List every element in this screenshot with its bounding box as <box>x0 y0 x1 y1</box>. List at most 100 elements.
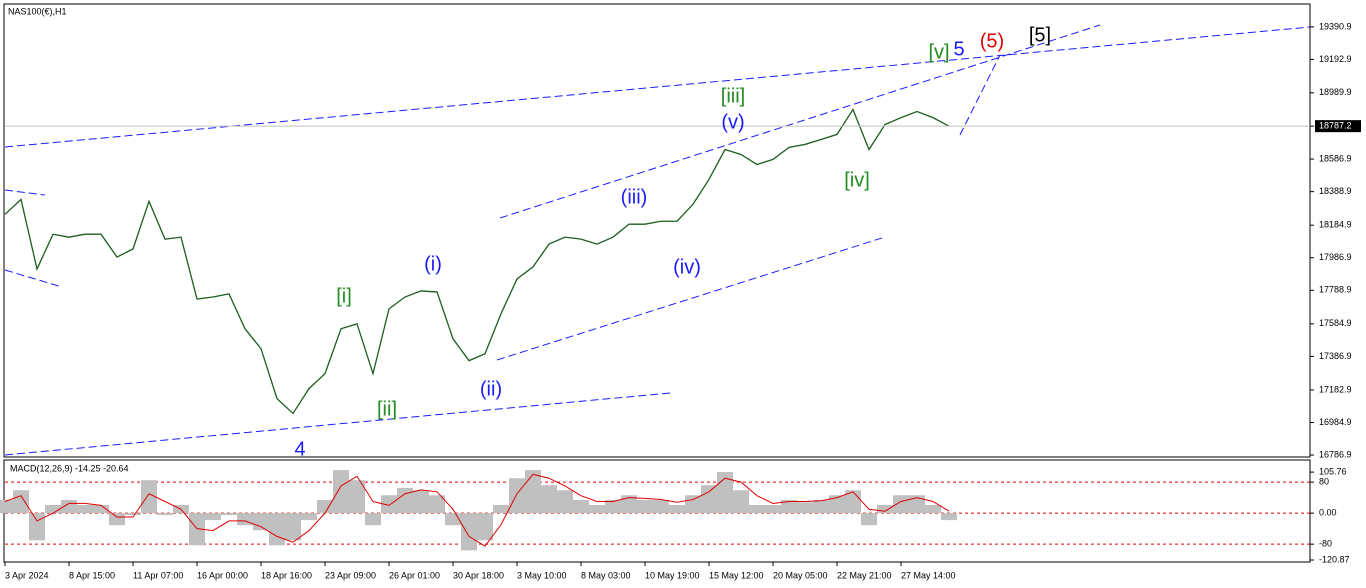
y-tick-label: 18989.9 <box>1319 87 1352 97</box>
y-tick-label: 17788.9 <box>1319 285 1352 295</box>
wave-label: [ii] <box>377 398 397 420</box>
macd-bar <box>77 504 93 514</box>
macd-bar <box>781 499 797 514</box>
y-tick-label: 105.76 <box>1319 466 1347 476</box>
trend-line <box>4 269 63 288</box>
macd-bar <box>493 504 509 514</box>
macd-bar <box>605 499 621 514</box>
x-tick-label: 8 May 03:00 <box>581 570 631 580</box>
macd-bar <box>141 480 157 514</box>
y-tick-label: 18388.9 <box>1319 186 1352 196</box>
wave-label: 5 <box>953 38 964 60</box>
macd-bar <box>877 504 893 514</box>
y-tick-label: 0.00 <box>1319 508 1337 518</box>
price-panel <box>3 3 1311 458</box>
x-tick-label: 26 Apr 01:00 <box>389 570 440 580</box>
macd-bar <box>125 513 141 516</box>
macd-bar <box>733 490 749 514</box>
price-line <box>4 108 950 415</box>
macd-bar <box>557 490 573 514</box>
macd-bar <box>797 502 813 514</box>
y-tick-label: 18586.9 <box>1319 153 1352 163</box>
chart-title: NAS100(€),H1 <box>8 6 67 16</box>
macd-bar <box>749 504 765 514</box>
macd-bar <box>413 490 429 514</box>
wave-label: [5] <box>1029 24 1051 46</box>
macd-bar <box>0 499 13 514</box>
y-tick-label: 19390.9 <box>1319 21 1352 31</box>
macd-bar <box>701 485 717 514</box>
macd-bar <box>381 495 397 514</box>
macd-bar <box>109 513 125 526</box>
macd-bar <box>861 513 877 526</box>
macd-bar <box>653 499 669 514</box>
macd-bar <box>461 513 477 551</box>
macd-bar <box>365 513 381 526</box>
macd-bar <box>541 485 557 514</box>
y-tick-label: -80 <box>1319 539 1332 549</box>
macd-bar <box>317 499 333 514</box>
macd-bar <box>269 513 285 546</box>
macd-bar <box>765 504 781 514</box>
y-tick-label: 19192.9 <box>1319 54 1352 64</box>
macd-title: MACD(12,26,9) -14.25 -20.64 <box>10 463 129 473</box>
macd-bar <box>589 504 605 514</box>
macd-bar <box>829 495 845 514</box>
macd-bar <box>301 513 317 521</box>
macd-bar <box>221 513 237 516</box>
macd-bar <box>333 470 349 514</box>
macd-bar <box>525 470 541 514</box>
macd-bar <box>477 513 493 541</box>
wave-label: (v) <box>721 111 744 133</box>
x-tick-label: 22 May 21:00 <box>837 570 892 580</box>
x-tick-label: 3 Apr 2024 <box>5 570 49 580</box>
x-tick-label: 18 Apr 16:00 <box>261 570 312 580</box>
x-tick-label: 16 Apr 00:00 <box>197 570 248 580</box>
macd-bar <box>685 495 701 514</box>
x-tick-label: 23 Apr 09:00 <box>325 570 376 580</box>
macd-bar <box>157 513 173 516</box>
y-tick-label: 17986.9 <box>1319 252 1352 262</box>
wave-label: (iii) <box>621 186 648 208</box>
macd-bar <box>29 513 45 541</box>
wave-label: [i] <box>336 285 352 307</box>
x-tick-label: 30 Apr 18:00 <box>453 570 504 580</box>
macd-bar <box>621 495 637 514</box>
y-tick-label: 17584.9 <box>1319 318 1352 328</box>
macd-bar <box>509 478 525 514</box>
trend-line <box>4 189 46 196</box>
wave-label: [v] <box>928 41 949 63</box>
macd-bar <box>45 504 61 514</box>
macd-bar <box>429 495 445 514</box>
macd-bar <box>285 513 301 541</box>
macd-bar <box>893 495 909 514</box>
trend-line <box>959 54 1001 136</box>
macd-bar <box>813 499 829 514</box>
y-tick-label: 17182.9 <box>1319 384 1352 394</box>
macd-bar <box>13 490 29 514</box>
y-tick-label: 16786.9 <box>1319 449 1352 459</box>
macd-bar <box>253 513 269 531</box>
macd-bar <box>925 504 941 514</box>
x-tick-label: 8 Apr 15:00 <box>69 570 115 580</box>
x-tick-label: 15 May 12:00 <box>709 570 764 580</box>
x-tick-label: 3 May 10:00 <box>517 570 567 580</box>
last-price-box <box>1315 120 1361 133</box>
y-tick-label: 17386.9 <box>1319 351 1352 361</box>
y-tick-label: 16984.9 <box>1319 417 1352 427</box>
trend-line <box>499 24 1101 219</box>
macd-bar <box>637 499 653 514</box>
y-tick-label: -120.87 <box>1319 554 1350 564</box>
macd-bar <box>189 513 205 546</box>
wave-label: (5) <box>980 30 1004 52</box>
trend-line <box>496 236 886 361</box>
wave-label: (i) <box>424 253 442 275</box>
macd-bar <box>669 504 685 514</box>
trend-line <box>4 26 1311 148</box>
macd-bar <box>205 513 221 521</box>
macd-bar <box>93 504 109 514</box>
macd-bar <box>397 487 413 514</box>
y-tick-label: 18184.9 <box>1319 220 1352 230</box>
